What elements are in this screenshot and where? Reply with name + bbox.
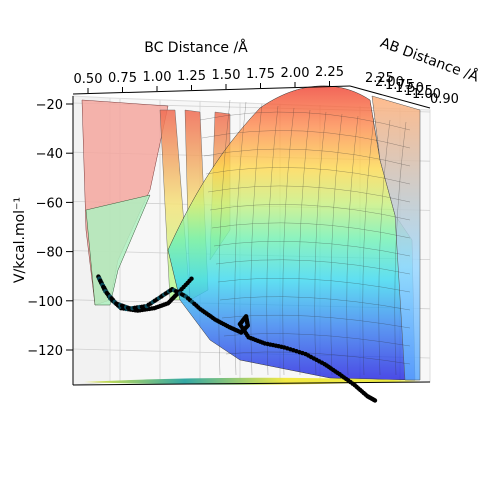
mesh-line [213,241,411,257]
mesh-line [298,109,311,376]
x-tick-label: 1.25 [177,69,206,84]
mesh-line [362,117,375,376]
mesh-line [209,204,411,221]
y-tick-labels: 2.252.001.751.501.251.000.90 [365,71,459,107]
surface-mesh [199,99,411,376]
y-tick-label: 1.75 [385,78,414,93]
z-tick-label: −100 [27,295,63,310]
y-tick-label: 1.00 [412,87,441,102]
mesh-line [330,113,343,376]
y-tick-label: 2.00 [375,75,404,90]
energy-surface [81,85,421,381]
mesh-line [394,121,407,376]
mesh-line [223,333,411,347]
z-tick-label: −80 [36,246,63,261]
bottom-edge [72,381,431,386]
x-tick-label: 0.75 [108,71,137,86]
mesh-line [346,115,359,376]
x-axis-line [72,85,351,95]
x-tick-label: 1.75 [246,67,275,82]
mesh-line [199,111,411,131]
mesh-line [219,296,411,311]
mesh-line [266,105,279,376]
axes [72,85,431,386]
mesh-line [234,101,247,376]
mesh-line [218,99,231,376]
x-tick-label: 0.50 [74,72,103,87]
x-tick-label: 1.50 [212,68,241,83]
mesh-line [217,278,411,293]
y-tick-label: 2.25 [365,71,394,86]
y-axis-line [349,85,431,109]
mesh-line [282,107,295,376]
y-tick-label: 1.50 [395,81,424,96]
z-tick-label: −120 [27,344,63,359]
surface-left-lower [85,194,151,306]
mesh-line [221,314,411,329]
y-tick-label: 0.90 [430,92,459,107]
x-axis-label: BC Distance /Å [144,39,248,56]
x-tick-labels: 0.50 0.75 1.00 1.25 1.50 1.75 2.00 2.25 [74,65,344,93]
mesh-line [378,119,391,376]
z-tick-labels: −20 −40 −60 −80 −100 −120 [27,98,73,359]
mesh-line [205,167,411,185]
x-tick-label: 2.25 [315,65,344,80]
y-tick-label: 1.25 [404,84,433,99]
surface-right-wall [371,95,421,381]
mesh-line [207,185,411,203]
z-tick-label: −40 [36,147,63,162]
mesh-line [225,351,411,365]
z-tick-label: −20 [36,98,63,113]
x-tick-label: 2.00 [281,66,310,81]
mesh-line [215,259,411,275]
z-axis-label: V/kcal.mol⁻¹ [12,197,28,283]
mesh-line [211,222,411,239]
mesh-line [203,148,411,167]
z-tick-label: −60 [36,196,63,211]
mesh-line [250,103,263,376]
grid-line-z-side [72,348,111,351]
trajectory-point [372,398,378,403]
mesh-line [314,111,327,376]
mesh-line [201,130,411,149]
trajectory [96,274,378,403]
x-tick-label: 1.00 [143,70,172,85]
